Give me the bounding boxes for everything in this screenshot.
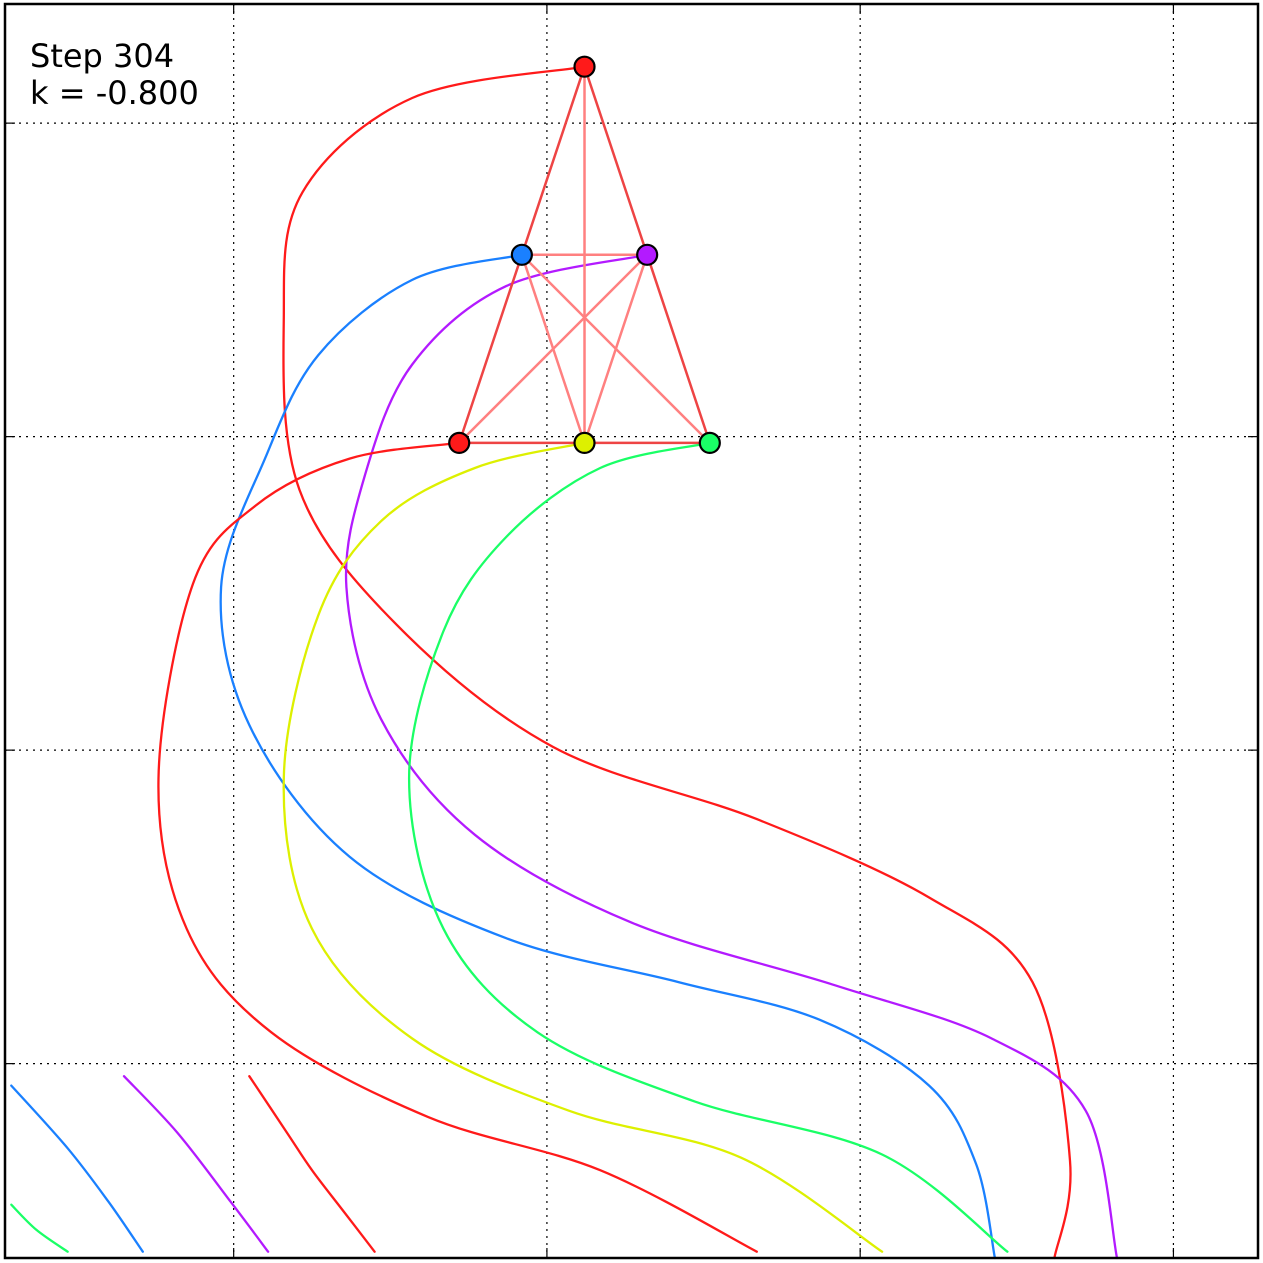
trajectory-7 <box>122 1075 270 1253</box>
trajectory-lines <box>10 65 1119 1260</box>
node-bottom-left <box>448 431 471 454</box>
triangle-edges <box>457 65 712 445</box>
outline-edge-2 <box>457 253 524 445</box>
trajectory-4 <box>282 441 884 1253</box>
inner-edge-5 <box>457 253 649 445</box>
grid-lines <box>5 4 1258 1258</box>
outline-edge-0 <box>520 65 586 257</box>
outline-edge-3 <box>645 253 712 445</box>
step-label: Step 304 <box>30 37 174 75</box>
trajectory-9 <box>10 1203 69 1253</box>
node-upper-left <box>510 243 533 266</box>
k-label: k = -0.800 <box>30 74 199 112</box>
trajectory-3 <box>157 441 758 1253</box>
trajectory-5 <box>407 441 1009 1253</box>
triangle-nodes <box>448 55 721 454</box>
node-bottom-right <box>698 431 721 454</box>
node-upper-right <box>636 243 659 266</box>
node-top <box>573 55 596 78</box>
node-bottom-middle <box>573 431 596 454</box>
trajectory-1 <box>219 253 997 1260</box>
plot-frame <box>3 2 1260 1260</box>
inner-edge-4 <box>520 253 712 445</box>
trajectory-0 <box>282 65 1072 1260</box>
outline-edge-1 <box>583 65 649 257</box>
trajectory-6 <box>248 1075 376 1253</box>
trajectory-2 <box>344 253 1119 1260</box>
trajectory-8 <box>10 1084 144 1253</box>
plot-background <box>5 4 1258 1258</box>
